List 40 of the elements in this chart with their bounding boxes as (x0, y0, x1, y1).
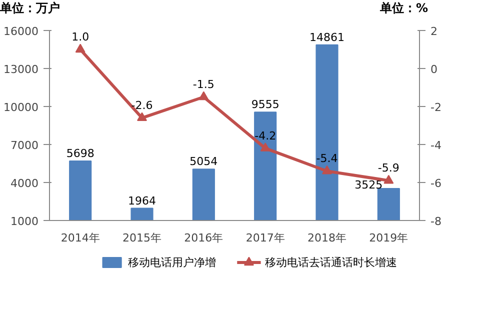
x-tick-label: 2014年 (60, 232, 100, 244)
data-label: 3525 (354, 178, 383, 192)
point (75, 44, 86, 53)
data-label: -4.2 (254, 129, 276, 142)
data-label: 14861 (310, 30, 345, 44)
x-tick-label: 2015年 (122, 232, 162, 244)
data-label: -5.4 (316, 152, 338, 166)
y2-tick-label: -4 (430, 139, 442, 152)
y2-axis-title: 单位：% (380, 0, 428, 17)
point (384, 174, 394, 184)
y-tick-label: 4000 (10, 177, 39, 190)
data-label: 5698 (66, 146, 94, 160)
x-tick-label: 2016年 (184, 232, 224, 244)
y2-tick-label: 0 (430, 63, 438, 76)
y-tick-label: 10000 (4, 101, 39, 114)
x-tick-label: 2017年 (246, 232, 285, 244)
y2-tick-label: -2 (430, 101, 442, 114)
data-label: -5.9 (378, 162, 400, 175)
y-tick-label: 16000 (4, 25, 39, 38)
x-tick-label: 2019年 (369, 232, 408, 244)
point (198, 91, 209, 100)
data-label: -2.6 (131, 98, 153, 112)
point (322, 165, 332, 174)
x-tick-label: 2018年 (308, 232, 347, 244)
data-label: 1.0 (72, 30, 90, 44)
y2-tick-label: 2 (430, 25, 438, 38)
point (137, 112, 147, 121)
y2-tick-label: -6 (430, 177, 442, 190)
data-label: 1964 (128, 194, 156, 208)
legend-label: 移动电话去话通话时长增速 (265, 256, 398, 269)
y-axis-title: 单位：万户 (0, 0, 60, 17)
point (260, 142, 270, 152)
data-label: 5054 (190, 155, 218, 168)
data-label: 9555 (251, 98, 280, 112)
data-label: -1.5 (192, 78, 214, 91)
y-tick-label: 13000 (4, 63, 39, 76)
y-tick-label: 1000 (10, 215, 39, 228)
legend-label: 移动电话用户净增 (128, 256, 216, 269)
y-tick-label: 7000 (10, 139, 39, 152)
y2-tick-label: -8 (430, 215, 442, 228)
